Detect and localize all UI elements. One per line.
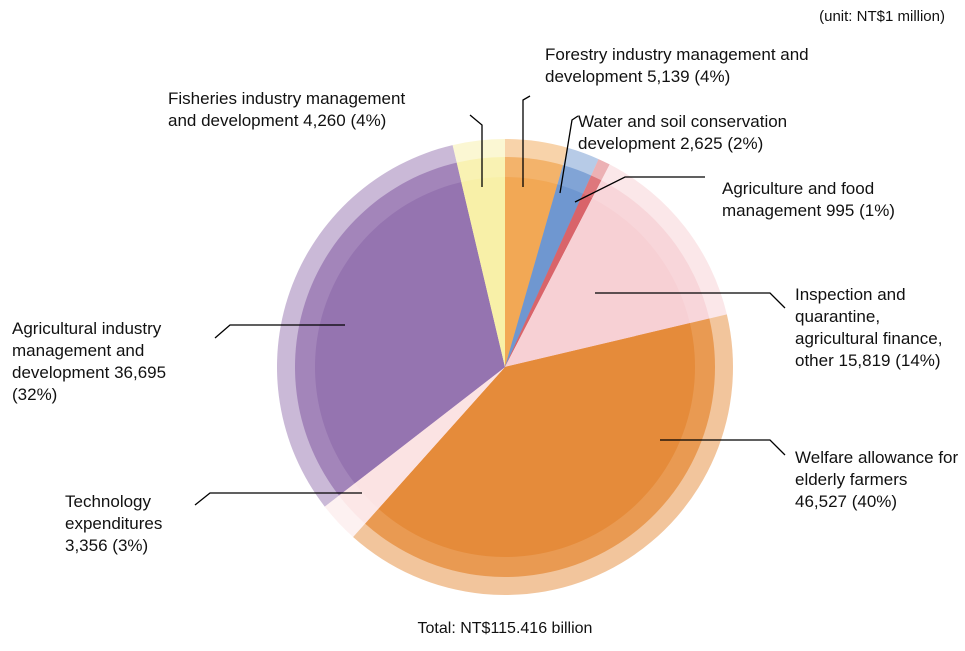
leader-line [522, 95, 531, 187]
slice-label: Forestry industry management and develop… [545, 44, 895, 88]
value-label: 3,356 [65, 536, 108, 555]
leader-line [559, 115, 579, 194]
leader-line [574, 176, 705, 203]
leader-line [595, 292, 786, 309]
slice-label: Welfare allowance for elderly farmers 46… [795, 447, 963, 513]
leader-line [194, 492, 362, 506]
slice [354, 367, 505, 509]
slice [505, 184, 583, 367]
percent-label: (4%) [694, 67, 731, 86]
value-label: 36,695 [114, 363, 167, 382]
percent-label: (32%) [12, 385, 58, 404]
slice-label: Technology expenditures 3,356 (3%) [65, 491, 205, 557]
slice [314, 182, 505, 484]
category-label: Agriculture and food management [722, 179, 875, 220]
slice-label: Water and soil conservation development … [578, 111, 853, 155]
category-label: Fisheries industry management and develo… [168, 89, 406, 130]
category-label: Technology expenditures [65, 492, 163, 533]
percent-label: (40%) [851, 492, 898, 511]
total-note: Total: NT$115.416 billion [417, 620, 593, 637]
percent-label: (2%) [727, 134, 764, 153]
value-label: 4,260 [303, 111, 346, 130]
category-label: Forestry industry management and develop… [545, 45, 809, 86]
slice-label: Agriculture and food management 995 (1%) [722, 178, 952, 222]
value-label: 2,625 [680, 134, 723, 153]
slice [505, 198, 690, 367]
leader-line [660, 439, 786, 456]
category-label: Water and soil conservation development [578, 112, 788, 153]
percent-label: (4%) [350, 111, 387, 130]
category-label: Welfare allowance for elderly farmers [795, 448, 959, 489]
leader-line [214, 324, 345, 339]
percent-label: (14%) [895, 351, 941, 370]
category-label: Agricultural industry management and dev… [12, 319, 162, 382]
slice-label: Agricultural industry management and dev… [12, 318, 207, 406]
value-label: 15,819 [838, 351, 891, 370]
slice-label: Fisheries industry management and develo… [168, 88, 428, 132]
value-label: 46,527 [795, 492, 847, 511]
slice-label: Inspection and quarantine, agricultural … [795, 284, 955, 372]
category-label: Inspection and quarantine, agricultural … [795, 285, 943, 370]
value-label: 5,139 [647, 67, 690, 86]
slice [461, 177, 505, 367]
percent-label: (3%) [112, 536, 149, 555]
leader-line [469, 114, 483, 187]
value-label: 995 [825, 201, 855, 220]
unit-note: (unit: NT$1 million) [819, 8, 945, 25]
percent-label: (1%) [859, 201, 895, 220]
slice [505, 177, 558, 367]
slice [378, 323, 696, 558]
slice [505, 193, 593, 367]
